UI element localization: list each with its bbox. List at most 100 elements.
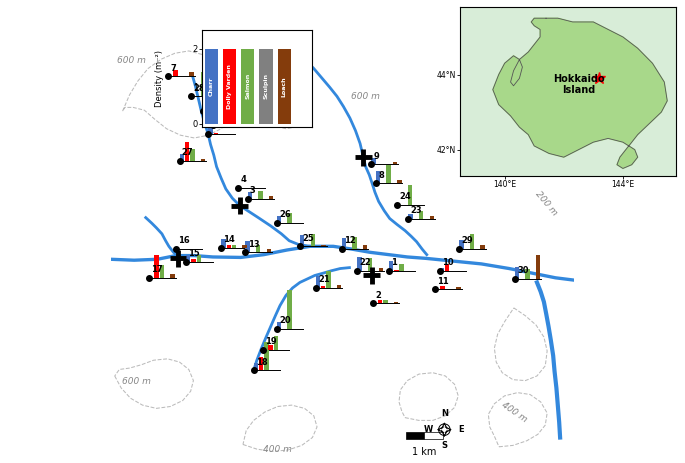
Text: 15: 15 (188, 249, 200, 258)
Text: 400 m: 400 m (263, 444, 292, 454)
Bar (459, 240, 464, 249)
Bar (253, 363, 258, 370)
Bar (445, 264, 449, 271)
Bar (208, 109, 212, 111)
Bar (277, 216, 281, 223)
Text: 17: 17 (151, 265, 163, 274)
Text: 600 m: 600 m (351, 92, 380, 101)
Text: 30: 30 (517, 266, 529, 275)
Bar (154, 255, 159, 278)
Bar (256, 245, 260, 252)
Text: 23: 23 (410, 206, 422, 215)
Bar (205, 49, 218, 124)
Text: 4: 4 (240, 175, 247, 184)
Bar (277, 49, 291, 124)
Bar (171, 274, 175, 278)
Bar (288, 290, 292, 329)
Bar (227, 245, 231, 248)
Bar (456, 288, 461, 289)
Text: 10: 10 (442, 258, 453, 267)
Bar (394, 269, 399, 271)
Text: 14: 14 (223, 235, 235, 244)
Bar (190, 149, 195, 161)
Bar (264, 342, 269, 370)
Bar (310, 234, 315, 246)
Bar (247, 192, 252, 199)
Bar (191, 259, 196, 262)
Bar (326, 271, 331, 288)
Bar (408, 214, 412, 219)
Bar (352, 237, 357, 249)
Text: 600 m: 600 m (258, 90, 286, 100)
Polygon shape (493, 18, 667, 169)
Text: 24: 24 (399, 192, 411, 201)
Bar (269, 345, 273, 350)
Bar (358, 257, 362, 271)
Bar (514, 267, 519, 279)
Bar (368, 258, 373, 271)
Bar (179, 154, 184, 161)
Bar (470, 234, 474, 249)
Bar (245, 241, 249, 252)
Bar (185, 142, 189, 161)
Text: Sculpin: Sculpin (264, 73, 269, 99)
Text: 600 m: 600 m (122, 377, 151, 387)
Bar (386, 165, 391, 183)
Bar (536, 255, 540, 279)
Bar (186, 255, 190, 262)
Bar (288, 213, 292, 223)
Text: 600 m: 600 m (117, 56, 147, 65)
Text: 12: 12 (344, 237, 356, 245)
Bar (379, 269, 383, 271)
Text: Hokkaido
Island: Hokkaido Island (553, 74, 604, 95)
Bar (258, 191, 262, 199)
Bar (425, 432, 443, 439)
Text: 1 km: 1 km (412, 447, 436, 457)
Text: 13: 13 (247, 240, 259, 249)
Bar (480, 245, 485, 249)
Bar (342, 238, 346, 249)
Text: 21: 21 (318, 275, 329, 284)
Bar (440, 268, 444, 271)
Bar (397, 181, 401, 183)
Bar (259, 357, 263, 370)
Text: Loach: Loach (282, 76, 287, 96)
Text: 27: 27 (182, 149, 193, 157)
Bar (203, 104, 207, 111)
Text: 29: 29 (462, 237, 473, 245)
Bar (393, 163, 397, 164)
Bar (242, 245, 247, 248)
Bar (160, 264, 164, 278)
Text: 26: 26 (279, 211, 291, 219)
Bar (440, 287, 445, 289)
Text: 7: 7 (171, 64, 176, 73)
Bar (269, 196, 273, 199)
Text: N: N (441, 409, 448, 418)
Text: 16: 16 (178, 237, 190, 245)
Bar (406, 432, 425, 439)
Bar (383, 300, 388, 303)
Text: 200 m: 200 m (534, 190, 559, 218)
Text: E: E (458, 425, 463, 434)
Text: 5: 5 (210, 122, 216, 131)
Text: W: W (423, 425, 433, 434)
Bar (173, 70, 177, 76)
Text: 18: 18 (256, 358, 268, 367)
Bar (399, 263, 404, 271)
Bar (189, 72, 194, 76)
Bar (363, 245, 367, 249)
Text: 3: 3 (250, 187, 256, 195)
Bar (201, 72, 206, 96)
Bar (419, 211, 423, 219)
Bar (371, 158, 375, 164)
Bar (214, 133, 218, 134)
Text: 20: 20 (279, 316, 290, 325)
Bar (525, 269, 530, 279)
Bar (197, 255, 201, 262)
Bar (389, 261, 393, 271)
Bar (378, 300, 382, 303)
Text: 19: 19 (265, 337, 277, 346)
Bar (201, 159, 206, 161)
Bar (273, 336, 278, 350)
Bar (376, 171, 380, 183)
